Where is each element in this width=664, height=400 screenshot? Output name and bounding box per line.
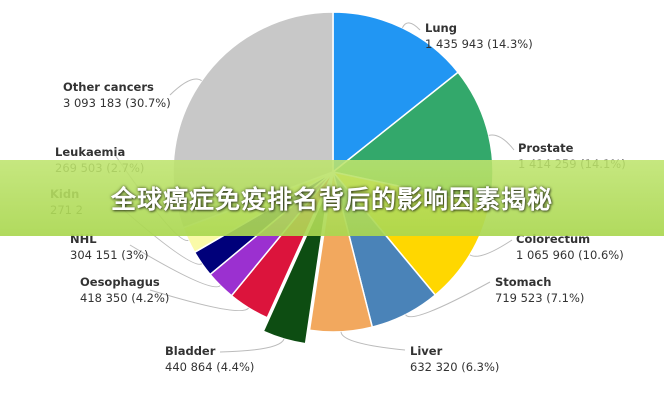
data-label: Lung 1 435 943 (14.3%): [425, 20, 533, 52]
slice-value: 418 350 (4.2%): [80, 291, 170, 305]
pie-slice-liver: [308, 171, 374, 333]
leader-line: [469, 239, 513, 257]
leader-line: [149, 289, 250, 312]
slice-name: Other cancers: [63, 80, 154, 94]
data-label: Bladder 440 864 (4.4%): [165, 343, 254, 375]
leader-line: [169, 78, 202, 96]
leader-line: [129, 244, 221, 288]
title-banner: 全球癌症免疫排名背后的影响因素揭秘: [0, 160, 664, 236]
banner-title: 全球癌症免疫排名背后的影响因素揭秘: [110, 185, 553, 214]
data-label: Oesophagus 418 350 (4.2%): [80, 274, 169, 306]
slice-value: 719 523 (7.1%): [495, 291, 585, 305]
slice-name: Stomach: [495, 275, 552, 289]
data-label: Liver 632 320 (6.3%): [410, 343, 499, 375]
slice-name: Liver: [410, 344, 443, 358]
leader-line: [219, 338, 285, 353]
slice-name: Oesophagus: [80, 275, 160, 289]
slice-name: Prostate: [518, 141, 574, 155]
slice-name: Bladder: [165, 344, 216, 358]
leader-line: [488, 134, 515, 151]
leader-line: [405, 281, 491, 318]
leader-line: [401, 22, 421, 31]
slice-value: 304 151 (3%): [70, 248, 149, 262]
slice-value: 440 864 (4.4%): [165, 360, 255, 374]
slice-name: Lung: [425, 21, 457, 35]
slice-value: 1 435 943 (14.3%): [425, 37, 533, 51]
data-label: Stomach 719 523 (7.1%): [495, 274, 584, 306]
slice-value: 632 320 (6.3%): [410, 360, 500, 374]
data-label: Other cancers 3 093 183 (30.7%): [63, 79, 171, 111]
slice-value: 3 093 183 (30.7%): [63, 96, 171, 110]
slice-name: Leukaemia: [55, 145, 126, 159]
slice-value: 1 065 960 (10.6%): [516, 248, 624, 262]
leader-line: [340, 331, 406, 351]
